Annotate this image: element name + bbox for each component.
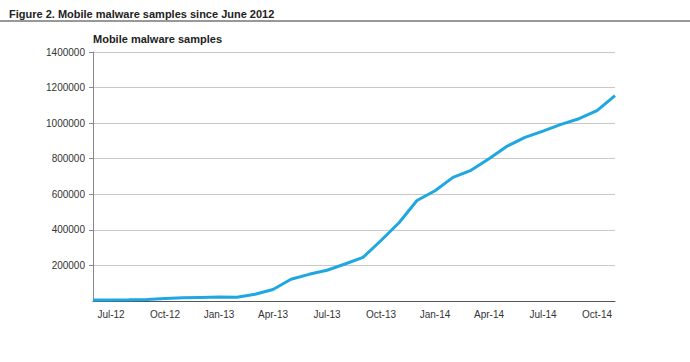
svg-text:Jul-14: Jul-14 xyxy=(529,309,557,320)
svg-text:800000: 800000 xyxy=(52,153,86,164)
svg-text:Figure 2. Mobile malware sampl: Figure 2. Mobile malware samples since J… xyxy=(9,8,274,20)
svg-text:Jan-14: Jan-14 xyxy=(420,309,451,320)
svg-text:Oct-12: Oct-12 xyxy=(150,309,180,320)
svg-text:Oct-13: Oct-13 xyxy=(366,309,396,320)
svg-text:1200000: 1200000 xyxy=(46,82,85,93)
svg-text:1000000: 1000000 xyxy=(46,118,85,129)
svg-text:1400000: 1400000 xyxy=(46,47,85,58)
svg-text:400000: 400000 xyxy=(52,224,86,235)
svg-text:Jul-12: Jul-12 xyxy=(97,309,125,320)
svg-text:Apr-13: Apr-13 xyxy=(258,309,288,320)
svg-text:Mobile malware samples: Mobile malware samples xyxy=(93,33,222,45)
svg-text:200000: 200000 xyxy=(52,260,86,271)
svg-text:Jan-13: Jan-13 xyxy=(204,309,235,320)
svg-text:600000: 600000 xyxy=(52,189,86,200)
svg-text:Apr-14: Apr-14 xyxy=(474,309,504,320)
svg-text:Jul-13: Jul-13 xyxy=(313,309,341,320)
svg-text:Oct-14: Oct-14 xyxy=(582,309,612,320)
